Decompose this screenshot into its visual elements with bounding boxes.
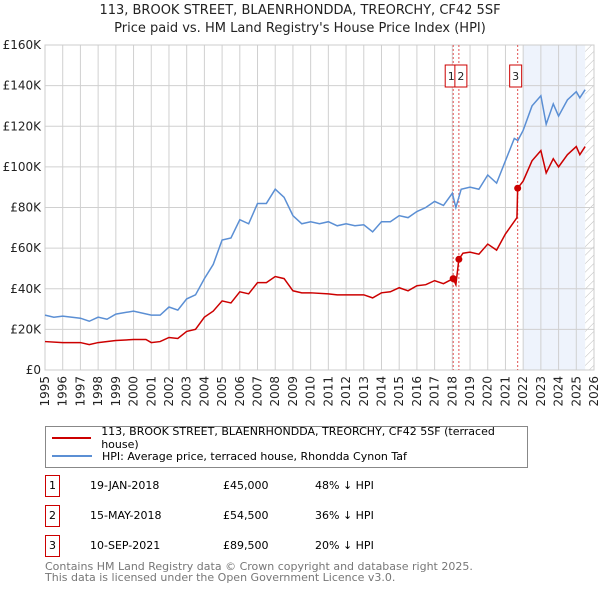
sale-date: 19-JAN-2018	[90, 479, 160, 492]
x-tick-label: 2020	[481, 376, 495, 407]
y-tick-label: £40K	[10, 282, 42, 296]
x-tick-label: 2003	[180, 376, 194, 407]
sale-point	[449, 275, 457, 283]
x-tick-label: 1998	[91, 376, 105, 407]
x-tick-label: 1996	[56, 376, 70, 407]
property-price-line	[44, 145, 586, 346]
sale-point	[514, 184, 522, 192]
x-tick-label: 2021	[498, 376, 512, 407]
sale-hpi-diff: 36% ↓ HPI	[315, 509, 374, 522]
x-tick-label: 1997	[73, 376, 87, 407]
x-tick-label: 2016	[410, 376, 424, 407]
legend-swatch-blue	[52, 455, 92, 457]
x-tick-label: 2010	[304, 376, 318, 407]
sale-price: £45,000	[223, 479, 269, 492]
x-tick-label: 2026	[587, 376, 600, 407]
sale-point	[455, 255, 463, 263]
sale-date: 15-MAY-2018	[90, 509, 162, 522]
sale-number-badge: 1	[45, 475, 60, 497]
y-tick-label: £80K	[10, 201, 42, 215]
x-tick-label: 2008	[268, 376, 282, 407]
x-tick-label: 2006	[233, 376, 247, 407]
x-tick-label: 2023	[534, 376, 548, 407]
plot-area: 1995 1996 1997 1998 1999 2000 2001 2002 2003 2004…	[3, 38, 600, 407]
chart-title: 113, BROOK STREET, BLAENRHONDDA, TREORCH…	[99, 3, 501, 18]
x-tick-label: 2000	[127, 376, 141, 407]
x-tick-label: 2017	[428, 376, 442, 407]
sale-number-badge: 2	[45, 505, 60, 527]
legend-item-property: 113, BROOK STREET, BLAENRHONDDA, TREORCH…	[52, 425, 527, 451]
chart-subtitle: Price paid vs. HM Land Registry's House …	[114, 21, 486, 36]
x-tick-label: 2004	[197, 376, 211, 407]
x-tick-label: 2013	[357, 376, 371, 407]
sale-label: 3	[512, 70, 519, 83]
y-tick-label: £20K	[10, 322, 42, 336]
x-tick-label: 2002	[162, 376, 176, 407]
footer-line-1: Contains HM Land Registry data © Crown c…	[45, 560, 473, 573]
x-tick-label: 1995	[38, 376, 52, 407]
y-tick-label: £160K	[3, 38, 43, 52]
legend-item-hpi: HPI: Average price, terraced house, Rhon…	[52, 448, 407, 464]
legend-label: 113, BROOK STREET, BLAENRHONDDA, TREORCH…	[101, 425, 495, 451]
sale-label: 1	[448, 70, 455, 83]
y-tick-label: £60K	[10, 241, 42, 255]
y-tick-label: £120K	[3, 119, 43, 133]
legend: 113, BROOK STREET, BLAENRHONDDA, TREORCH…	[45, 425, 528, 468]
sale-hpi-diff: 20% ↓ HPI	[315, 539, 374, 552]
sale-number-badge: 3	[45, 535, 60, 557]
sale-price: £89,500	[223, 539, 269, 552]
sale-price: £54,500	[223, 509, 269, 522]
x-tick-label: 2024	[552, 376, 566, 407]
x-tick-label: 2019	[463, 376, 477, 407]
x-tick-label: 2011	[321, 376, 335, 407]
footer-line-2: This data is licensed under the Open Gov…	[45, 571, 396, 584]
x-tick-label: 2012	[339, 376, 353, 407]
y-tick-label: £100K	[3, 160, 43, 174]
sale-label-box	[454, 64, 468, 88]
x-tick-label: 2005	[215, 376, 229, 407]
legend-label: HPI: Average price, terraced house, Rhon…	[102, 449, 407, 463]
hpi-line	[44, 89, 586, 323]
x-tick-label: 1999	[109, 376, 123, 407]
x-tick-label: 2015	[392, 376, 406, 407]
x-tick-label: 2018	[445, 376, 459, 407]
x-tick-label: 2007	[251, 376, 265, 407]
y-tick-label: £0	[26, 363, 41, 377]
x-tick-label: 2009	[286, 376, 300, 407]
x-tick-label: 2022	[516, 376, 530, 407]
sale-label: 2	[457, 70, 464, 83]
sale-hpi-diff: 48% ↓ HPI	[315, 479, 374, 492]
x-tick-label: 2001	[144, 376, 158, 407]
sale-label-box	[509, 64, 523, 88]
x-tick-label: 2025	[569, 376, 583, 407]
legend-swatch-red	[52, 437, 92, 439]
sale-date: 10-SEP-2021	[90, 539, 161, 552]
x-tick-label: 2014	[374, 376, 388, 407]
plot-border	[44, 44, 595, 371]
y-tick-label: £140K	[3, 79, 43, 93]
